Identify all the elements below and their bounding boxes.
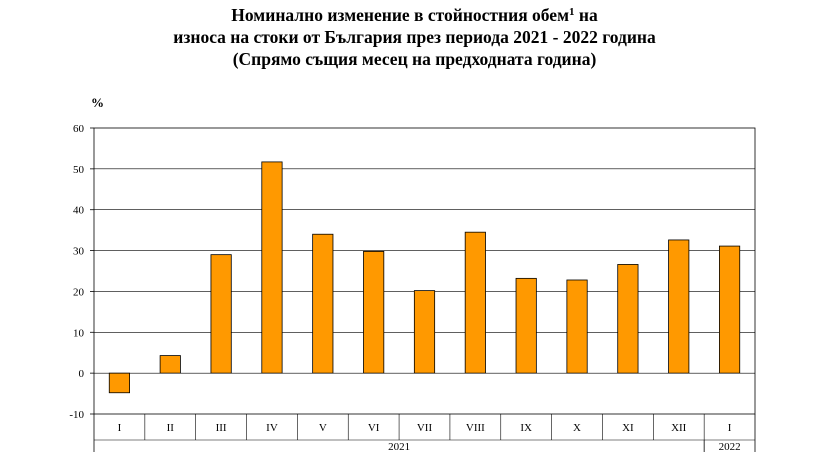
x-tick-label: VII xyxy=(417,422,433,434)
bar xyxy=(617,264,639,374)
bar xyxy=(464,231,486,374)
y-axis-unit-label: % xyxy=(91,95,104,110)
bar xyxy=(413,290,436,374)
bar xyxy=(210,254,232,374)
y-tick-label: 10 xyxy=(73,327,85,339)
title-line-3: (Спрямо същия месец на предходната годин… xyxy=(232,49,597,69)
y-tick-label: -10 xyxy=(69,409,84,421)
x-tick-label: VI xyxy=(368,422,380,434)
y-tick-label: 40 xyxy=(73,205,85,217)
x-tick-label: IV xyxy=(266,422,278,434)
x-tick-label: X xyxy=(573,422,581,434)
title-line-1: Номинално изменение в стойностния обем1 … xyxy=(231,5,598,25)
y-tick-label: 0 xyxy=(79,368,85,380)
year-label: 2021 xyxy=(388,441,410,453)
bar xyxy=(261,161,283,374)
bar xyxy=(719,245,741,374)
bar xyxy=(363,250,385,374)
x-tick-label: XI xyxy=(622,422,634,434)
bar xyxy=(566,279,588,374)
bar xyxy=(515,277,537,374)
title-line-2: износа на стоки от България през периода… xyxy=(173,27,656,47)
x-tick-label: II xyxy=(167,422,175,434)
y-tick-label: 20 xyxy=(73,286,85,298)
bar xyxy=(108,372,130,394)
plot-area xyxy=(93,127,756,415)
x-tick-label: III xyxy=(216,422,227,434)
y-tick-label: 50 xyxy=(73,164,85,176)
x-tick-label: VIII xyxy=(466,422,485,434)
x-tick-label: I xyxy=(118,422,122,434)
footnote-marker: 1 xyxy=(569,6,575,18)
x-tick-label: XII xyxy=(671,422,687,434)
bar xyxy=(668,239,690,374)
x-tick-label: V xyxy=(319,422,327,434)
bar xyxy=(159,355,181,374)
chart-title: Номинално изменение в стойностния обем1 … xyxy=(0,4,829,70)
x-tick-label: I xyxy=(728,422,732,434)
x-tick-label: IX xyxy=(520,422,532,434)
y-tick-label: 60 xyxy=(73,123,85,135)
bar xyxy=(312,233,334,374)
y-tick-label: 30 xyxy=(73,246,85,258)
year-label: 2022 xyxy=(719,441,741,453)
